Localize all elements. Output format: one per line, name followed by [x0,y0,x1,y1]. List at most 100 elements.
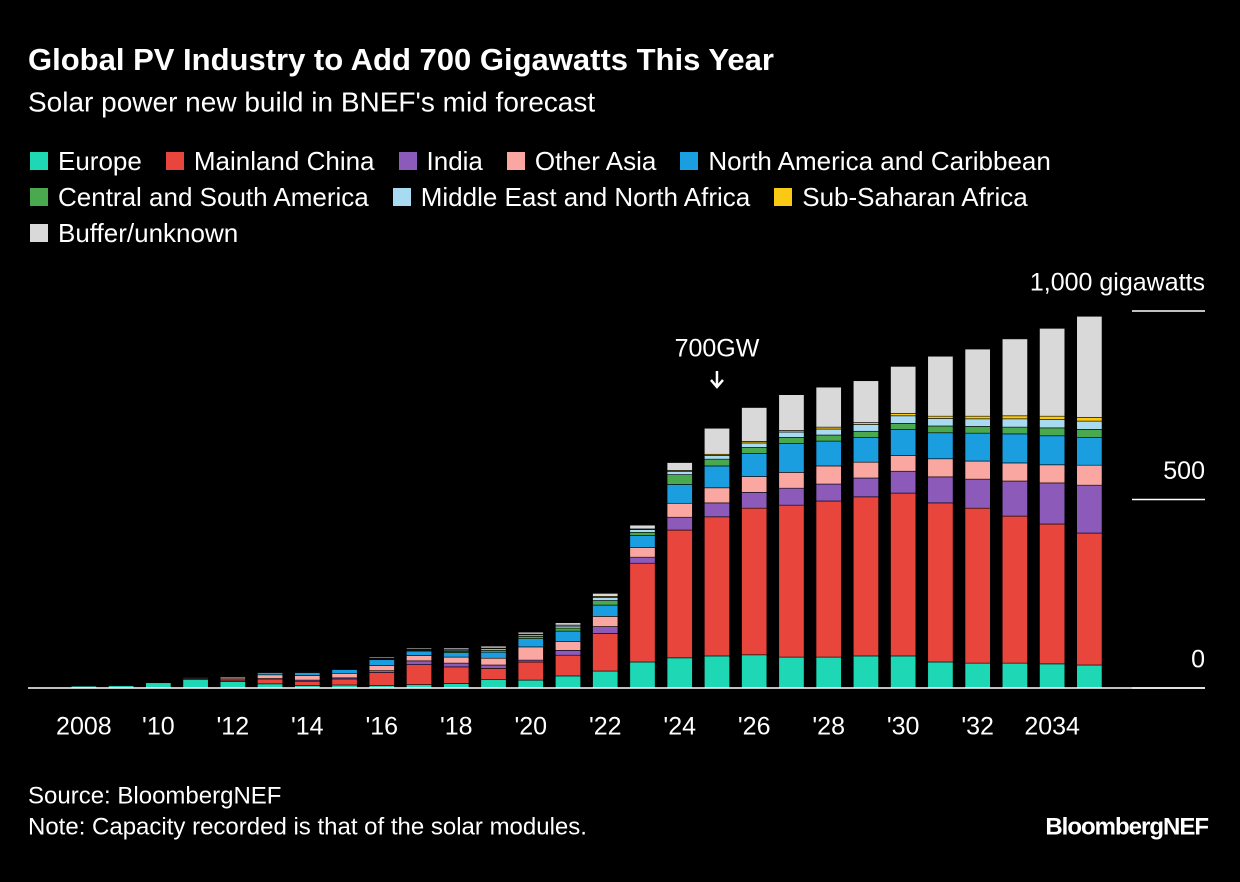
bar-segment [1076,436,1103,466]
legend-swatch [506,152,525,170]
bar-segment [592,633,619,672]
x-tick-label: '18 [440,713,473,741]
bar-segment [406,660,432,665]
note: Note: Capacity recorded is that of the s… [28,813,587,840]
bar-segment [517,661,544,681]
bar-segment [741,654,768,689]
bar-segment [1076,420,1103,430]
bar-segment [890,492,917,657]
bar-segment [852,424,879,432]
bar-segment [517,638,544,648]
bar-segment [666,462,693,471]
x-tick-label: '30 [887,713,920,741]
x-tick-label: 2008 [56,713,112,741]
legend-item: Mainland China [165,146,375,176]
legend-label: North America and Caribbean [708,146,1051,176]
bar-segment [555,649,581,656]
bar-segment [1076,532,1103,666]
bar-segment [182,676,209,679]
legend-swatch [165,152,184,170]
bar-segment [890,366,917,414]
bar-segment [480,651,507,659]
bar-segment [704,487,730,504]
y-tick-label: 1,000 gigawatts [1030,269,1205,297]
bar-segment [1076,429,1103,438]
bar-segment [704,502,730,518]
bar-segment [1076,484,1103,534]
bar-segment [443,662,470,668]
bar-segment [741,476,768,493]
bar-segment [778,443,805,473]
bar-segment [927,418,954,427]
bar-segment [666,502,693,518]
bar-segment [815,465,842,485]
x-tick-label: '32 [961,713,994,741]
bar-segment [517,646,544,661]
bar-segment [592,626,619,634]
bar-segment [257,678,284,685]
x-tick-label: '26 [738,713,771,741]
y-tick-label: 500 [1163,457,1205,485]
bar-segment [1001,515,1028,664]
bar-segment [852,436,879,463]
bar-segment [1039,419,1066,429]
bar-segment [1039,523,1066,665]
legend-label: Buffer/unknown [58,218,239,248]
bar-segment [294,672,321,676]
bar-segment [815,428,842,436]
bar-segment [480,664,507,669]
bar-segment [852,655,879,689]
bar-segment [852,461,879,479]
bar-segment [555,675,581,689]
x-tick-label: '16 [365,713,398,741]
bar-segment [852,496,879,657]
x-tick-label: '28 [812,713,845,741]
legend-swatch [392,188,411,206]
legend-label: Central and South America [58,182,369,212]
annotation-arrow [710,371,724,389]
x-tick-label: 2034 [1024,713,1080,741]
bar-segment [592,597,619,601]
bar-segment [294,675,321,681]
bar-segment [555,630,581,642]
bar-segment [1039,435,1066,466]
bar-segment [1001,462,1028,482]
bar-segment [331,669,358,674]
legend-item: Middle East and North Africa [392,182,750,212]
legend-item: Sub-Saharan Africa [774,182,1028,212]
bar-segment [964,507,991,664]
bar-segment [480,679,507,689]
bar-segment [629,547,656,558]
bar-segment [852,430,879,438]
x-tick-label: '12 [217,713,250,741]
bar-segment [182,679,209,689]
bar-segment [815,483,842,502]
branding: BloombergNEF [1045,813,1208,840]
bar-segment [368,656,395,659]
bar-segment [704,427,730,455]
bar-segment [704,458,730,467]
legend-item: Europe [30,146,142,176]
legend-item: Central and South America [30,182,369,212]
bar-segment [1076,315,1103,418]
bar-segment [927,661,954,689]
bar-segment [1076,417,1103,422]
legend-swatch [30,152,48,170]
bar-segment [1039,427,1066,437]
bar-segment [890,415,917,424]
bar-segment [1001,338,1028,417]
bar-segment [778,472,805,489]
bar-segment [815,386,842,428]
bar-segment [666,657,693,689]
bar-segment [219,681,246,689]
bar-segment [331,678,358,686]
bar-segment [890,423,917,430]
x-tick-label: '22 [589,713,622,741]
bar-segment [778,656,805,689]
legend-item: India [398,146,483,176]
bar-segment [592,593,619,597]
bar-segment [331,672,358,679]
bar-segment [257,674,284,679]
bar-segment [704,655,730,689]
